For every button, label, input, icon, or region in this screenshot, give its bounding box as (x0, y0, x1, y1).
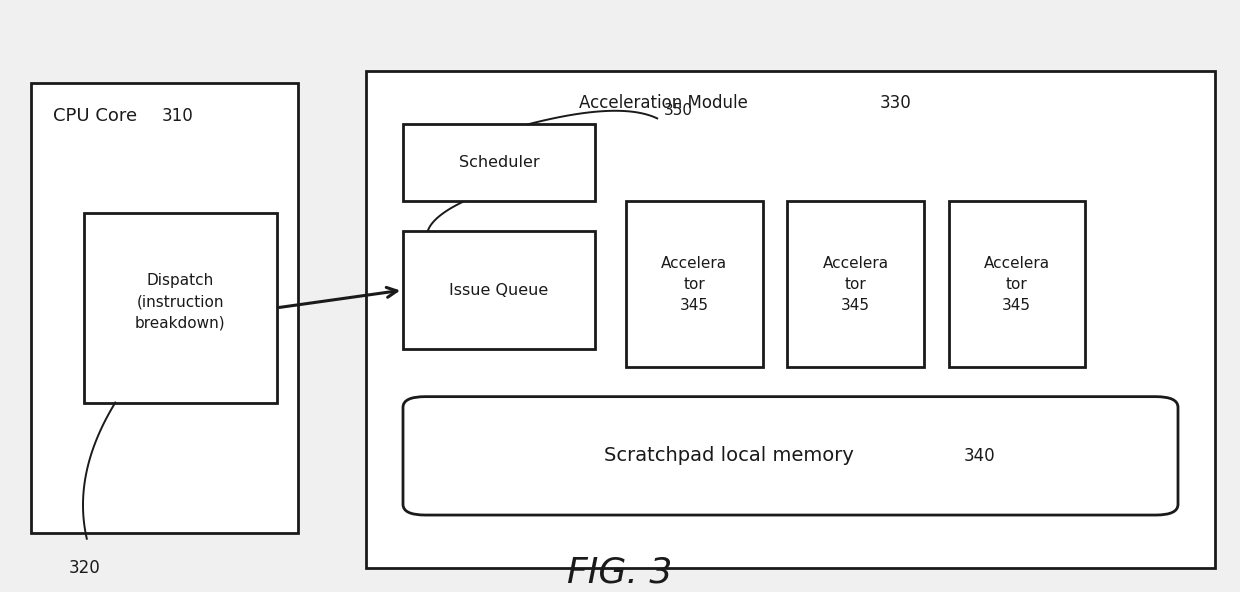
FancyBboxPatch shape (626, 201, 763, 367)
Text: 350: 350 (663, 104, 692, 118)
FancyBboxPatch shape (84, 213, 277, 403)
Text: Scratchpad local memory: Scratchpad local memory (604, 446, 853, 465)
Text: 355: 355 (471, 181, 500, 195)
Text: Accelera
tor
345: Accelera tor 345 (822, 256, 889, 313)
Text: CPU Core: CPU Core (53, 107, 138, 124)
FancyBboxPatch shape (31, 83, 298, 533)
Text: 310: 310 (161, 107, 193, 124)
Text: Scheduler: Scheduler (459, 155, 539, 170)
Text: Issue Queue: Issue Queue (449, 282, 549, 298)
Text: Accelera
tor
345: Accelera tor 345 (661, 256, 728, 313)
Text: Dispatch
(instruction
breakdown): Dispatch (instruction breakdown) (135, 274, 226, 330)
Text: Accelera
tor
345: Accelera tor 345 (983, 256, 1050, 313)
FancyBboxPatch shape (949, 201, 1085, 367)
Text: FIG. 3: FIG. 3 (568, 555, 672, 589)
Text: 320: 320 (68, 559, 100, 577)
FancyBboxPatch shape (403, 124, 595, 201)
Text: 340: 340 (965, 447, 996, 465)
Text: Acceleration Module: Acceleration Module (579, 94, 748, 111)
Text: 330: 330 (880, 94, 911, 111)
FancyBboxPatch shape (366, 71, 1215, 568)
FancyBboxPatch shape (787, 201, 924, 367)
FancyBboxPatch shape (403, 231, 595, 349)
FancyBboxPatch shape (403, 397, 1178, 515)
